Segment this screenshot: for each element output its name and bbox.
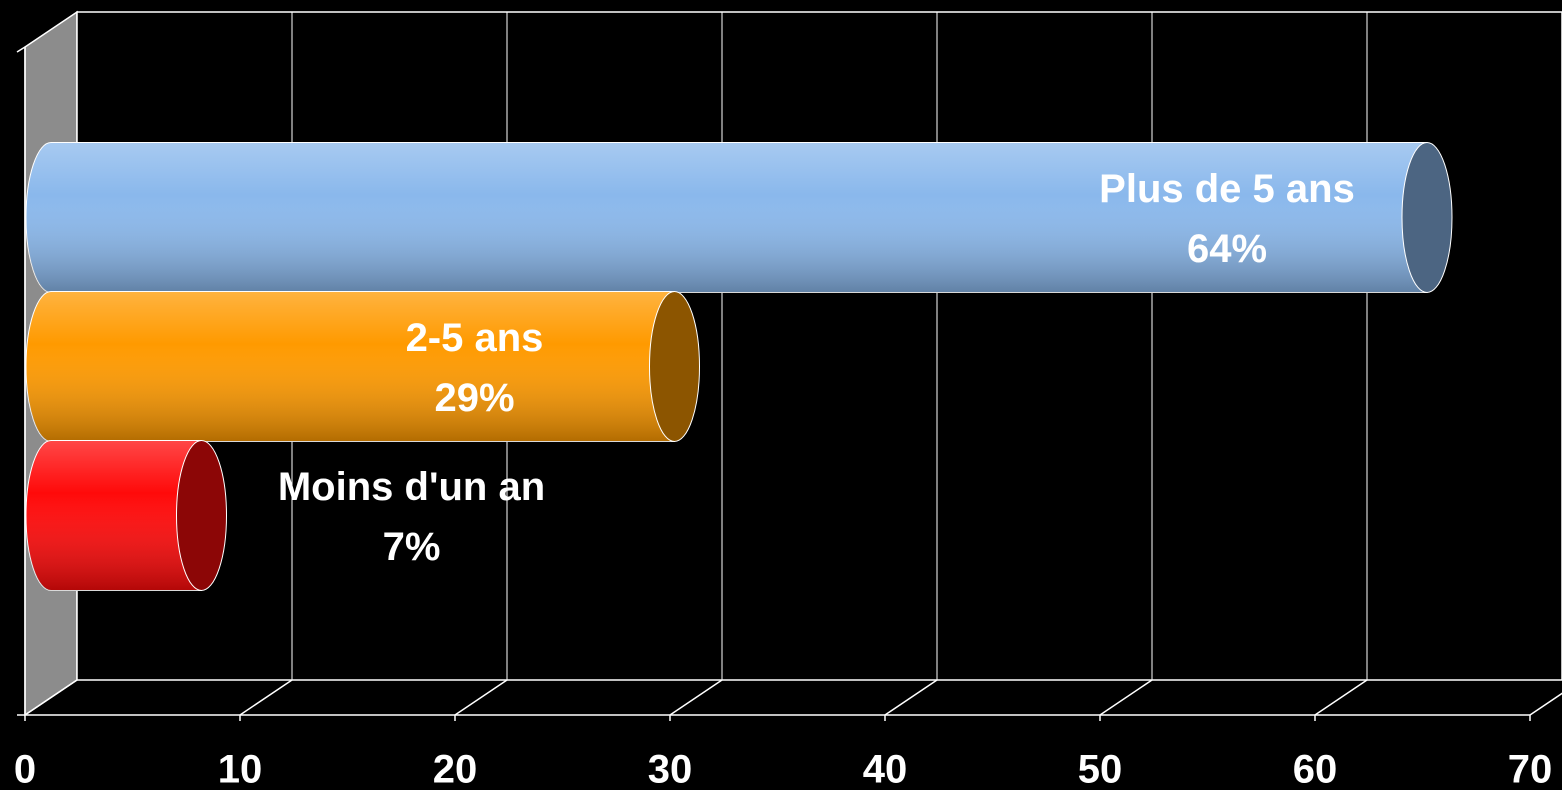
bar-shade: [26, 291, 675, 442]
category-label: Plus de 5 ans: [1099, 167, 1355, 211]
x-tick-label: 40: [863, 748, 908, 790]
bar-cap: [649, 291, 700, 442]
bar-shade: [26, 142, 1427, 293]
value-label: 7%: [383, 525, 441, 569]
value-label: 29%: [434, 376, 514, 420]
bar-cap: [1401, 142, 1453, 293]
floor-line: [239, 679, 293, 716]
floor-line: [24, 679, 78, 716]
x-tick-label: 60: [1293, 748, 1338, 790]
category-label: Moins d'un an: [278, 465, 545, 509]
floor-line: [884, 679, 938, 716]
floor-line: [1314, 679, 1368, 716]
x-tick-label: 20: [433, 748, 478, 790]
floor-line: [454, 679, 508, 716]
bar-cap: [176, 440, 227, 591]
x-tick-label: 70: [1508, 748, 1553, 790]
x-tick-label: 0: [14, 748, 36, 790]
x-tick-label: 50: [1078, 748, 1123, 790]
bar-shade: [26, 440, 202, 591]
floor-line: [669, 679, 723, 716]
category-label: 2-5 ans: [406, 316, 544, 360]
floor-line: [1529, 692, 1562, 716]
value-label: 64%: [1187, 227, 1267, 271]
y-axis-tick: [16, 46, 26, 53]
floor-line: [1099, 679, 1153, 716]
x-tick-label: 10: [218, 748, 263, 790]
x-tick-label: 30: [648, 748, 693, 790]
